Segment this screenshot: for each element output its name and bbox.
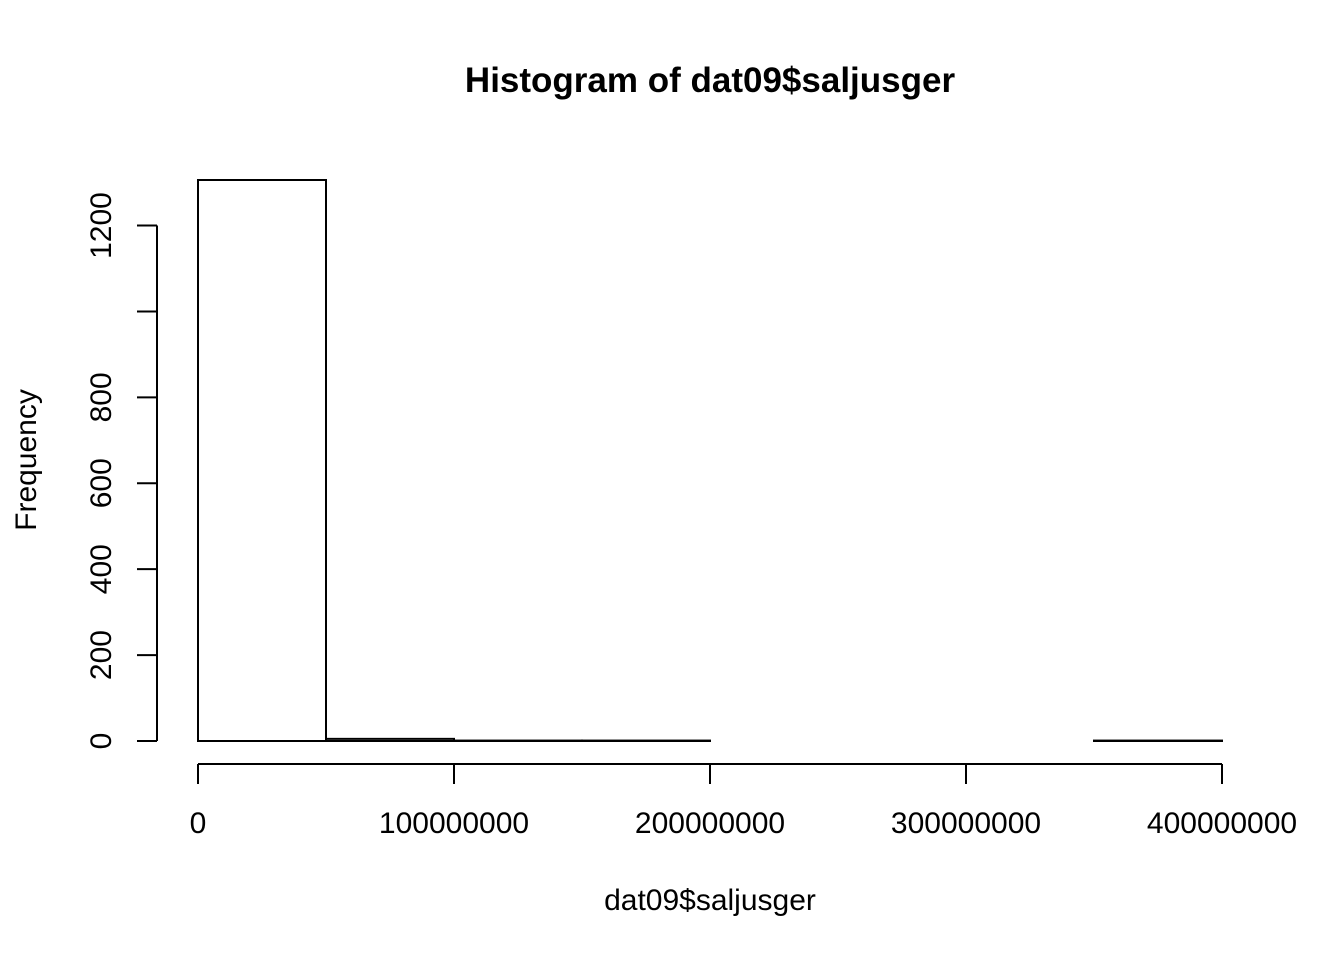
y-tick-label: 0	[85, 733, 118, 750]
chart-title: Histogram of dat09$saljusger	[465, 61, 956, 100]
y-tick-label: 400	[85, 544, 118, 594]
x-tick-label: 400000000	[1147, 807, 1297, 840]
histogram-bar-2	[325, 737, 455, 743]
y-tick-label: 600	[85, 458, 118, 508]
histogram-bar-1	[197, 179, 327, 742]
x-tick-label: 100000000	[379, 807, 529, 840]
y-tick-label: 200	[85, 630, 118, 680]
bars-group	[197, 179, 1223, 743]
y-axis: 0 200 400 600 800 1200	[85, 192, 158, 750]
y-tick-label: 800	[85, 372, 118, 422]
y-tick-label: 1200	[85, 192, 118, 259]
x-axis: 0 100000000 200000000 300000000 400000000	[190, 763, 1297, 840]
x-tick-label: 300000000	[891, 807, 1041, 840]
y-axis-title: Frequency	[10, 389, 43, 531]
x-tick-label: 0	[190, 807, 207, 840]
x-axis-title: dat09$saljusger	[604, 884, 816, 917]
x-tick-label: 200000000	[635, 807, 785, 840]
